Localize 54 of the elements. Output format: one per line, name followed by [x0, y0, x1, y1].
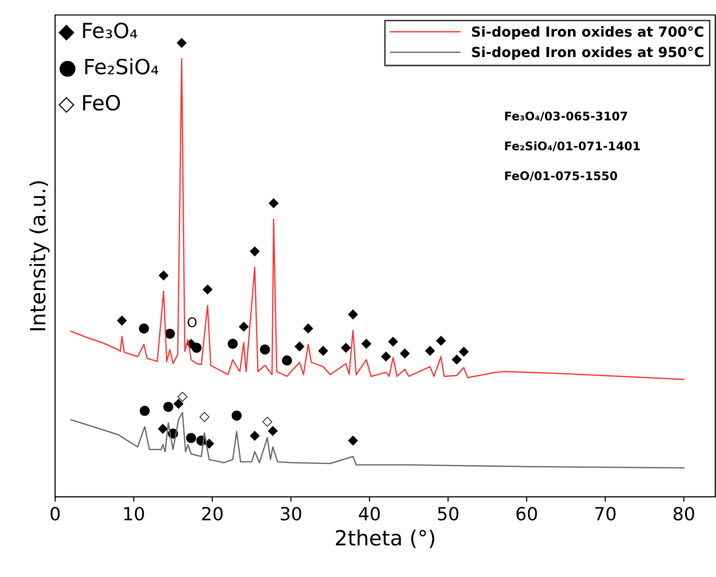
annotation: ◆: [158, 270, 169, 281]
x-tick-label: 10: [124, 506, 144, 520]
legend-label: Si-doped Iron oxides at 950°C: [472, 46, 704, 60]
x-tick-label: 80: [674, 506, 694, 520]
annotation: Fe₃O₄/03-065-3107: [505, 112, 628, 122]
text: ◆ Fe₃O₄: [58, 22, 138, 41]
annotation: ◆: [452, 354, 462, 365]
annotation: ◆: [361, 338, 372, 349]
x-tick-label: 70: [595, 506, 616, 520]
annotation: ◆: [176, 38, 187, 48]
annotation: ◆: [436, 336, 446, 346]
y-axis-title: Intensity (a.u.): [29, 181, 50, 330]
annotation: ◆: [400, 348, 410, 358]
annotation: ●: [140, 406, 150, 416]
x-tick-label: 30: [280, 506, 302, 520]
annotation: ●: [228, 338, 238, 349]
annotation: ◇: [199, 412, 210, 422]
x-tick-label: 20: [202, 506, 223, 520]
x-tick-label: 60: [516, 506, 537, 520]
annotation: ◆: [458, 346, 469, 357]
annotation: ◆: [348, 436, 358, 446]
annotation: ◆: [380, 351, 392, 362]
x-tick-label: 50: [438, 506, 458, 520]
annotation: ◆: [250, 430, 260, 441]
annotation: ◇: [262, 416, 272, 427]
annotation: ●: [232, 410, 242, 421]
annotation: ◆: [158, 424, 168, 434]
annotation: ◆: [238, 322, 249, 332]
annotation: ◇ FeO: [58, 94, 120, 113]
annotation: ●: [260, 344, 270, 355]
x-tick-label: 0: [50, 506, 60, 520]
annotation: ●: [186, 432, 196, 444]
x-axis-title: 2theta (°): [336, 530, 434, 548]
legend-label: Si-doped Iron oxides at 700°C: [472, 26, 704, 40]
annotation: ◆: [303, 323, 314, 334]
annotation: ◆: [250, 246, 260, 256]
annotation: ◆: [116, 316, 127, 326]
annotation: ●: [282, 355, 292, 366]
annotation: ◆: [268, 426, 278, 436]
annotation: ● Fe₂SiO₄: [60, 58, 158, 77]
annotation: ◆: [388, 336, 398, 347]
annotation: ◆: [318, 346, 328, 356]
annotation: ◆: [348, 309, 358, 320]
annotation: ◆: [294, 341, 305, 352]
annotation: ●: [138, 323, 149, 334]
annotation: ◆: [202, 284, 213, 295]
annotation: O: [188, 317, 197, 328]
annotation: ●: [163, 402, 174, 412]
annotation: ◆: [268, 198, 279, 208]
annotation: FeO/01-075-1550: [505, 171, 618, 182]
annotation: ◆: [424, 346, 436, 356]
x-tick-label: 40: [358, 506, 380, 520]
annotation: ◆: [340, 342, 351, 353]
annotation: Fe₂SiO₄/01-071-1401: [505, 141, 640, 152]
